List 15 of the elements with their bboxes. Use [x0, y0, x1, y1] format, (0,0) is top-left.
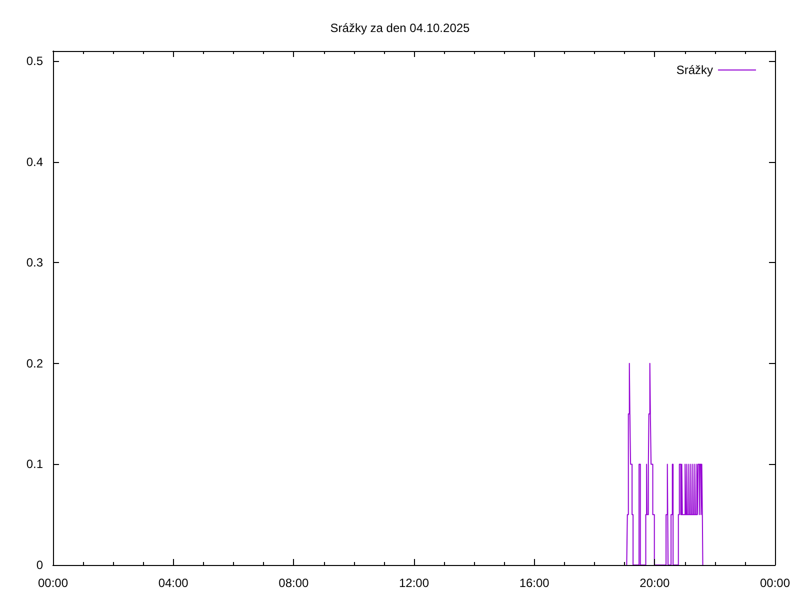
x-tick-label: 00:00 [38, 576, 68, 590]
x-tick-label: 08:00 [278, 576, 310, 590]
x-tick-label: 04:00 [158, 576, 189, 590]
x-tick-label: 16:00 [519, 576, 550, 590]
x-tick-label: 12:00 [398, 576, 430, 590]
legend-label: Srážky [676, 63, 713, 77]
x-tick-label: 20:00 [640, 576, 670, 590]
y-tick-label: 0.2 [26, 356, 44, 370]
y-tick-label: 0.5 [26, 54, 44, 68]
chart-title: Srážky za den 04.10.2025 [330, 21, 470, 35]
y-tick-label: 0.3 [26, 256, 44, 270]
y-tick-label: 0.4 [26, 154, 44, 169]
y-tick-label: 0 [36, 558, 44, 572]
x-tick-label: 00:00 [760, 576, 790, 590]
y-tick-label: 0.1 [26, 457, 44, 472]
